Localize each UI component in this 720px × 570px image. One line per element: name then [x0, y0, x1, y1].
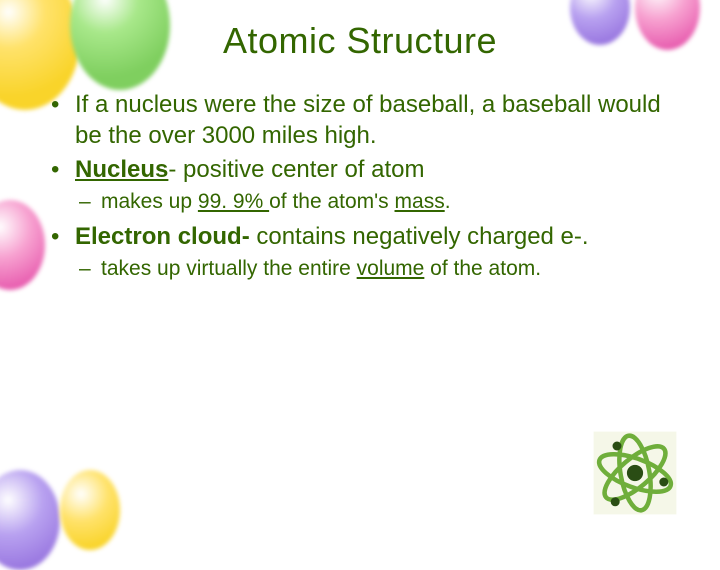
- balloon-purple-bottom-left: [0, 470, 60, 570]
- bullet-nucleus: Nucleus- positive center of atom makes u…: [45, 155, 675, 215]
- pct-99-9: 99. 9%: [198, 190, 269, 213]
- atom-icon: [590, 428, 680, 518]
- text-fragment: of the atom's: [269, 190, 394, 213]
- term-mass: mass: [395, 190, 445, 213]
- bullet-list: If a nucleus were the size of baseball, …: [45, 90, 675, 282]
- nucleus-definition: - positive center of atom: [168, 156, 424, 183]
- term-electron-cloud: Electron cloud-: [75, 223, 256, 250]
- balloon-yellow-bottom-left: [60, 470, 120, 550]
- text-fragment: makes up: [101, 190, 198, 213]
- bullet-electron-cloud: Electron cloud- contains negatively char…: [45, 222, 675, 282]
- text-fragment: of the atom.: [424, 257, 541, 280]
- nucleus-sublist: makes up 99. 9% of the atom's mass.: [75, 188, 675, 216]
- electron-cloud-definition: contains negatively charged e-.: [256, 223, 588, 250]
- electron-cloud-sublist: takes up virtually the entire volume of …: [75, 255, 675, 283]
- bullet-analogy: If a nucleus were the size of baseball, …: [45, 90, 675, 151]
- term-nucleus: Nucleus: [75, 156, 168, 183]
- slide-content: Atomic Structure If a nucleus were the s…: [0, 0, 720, 282]
- electron-cloud-volume-note: takes up virtually the entire volume of …: [75, 255, 675, 283]
- term-volume: volume: [357, 257, 425, 280]
- slide-title: Atomic Structure: [45, 20, 675, 62]
- text-fragment: takes up virtually the entire: [101, 257, 357, 280]
- text-fragment: .: [445, 190, 451, 213]
- nucleus-mass-note: makes up 99. 9% of the atom's mass.: [75, 188, 675, 216]
